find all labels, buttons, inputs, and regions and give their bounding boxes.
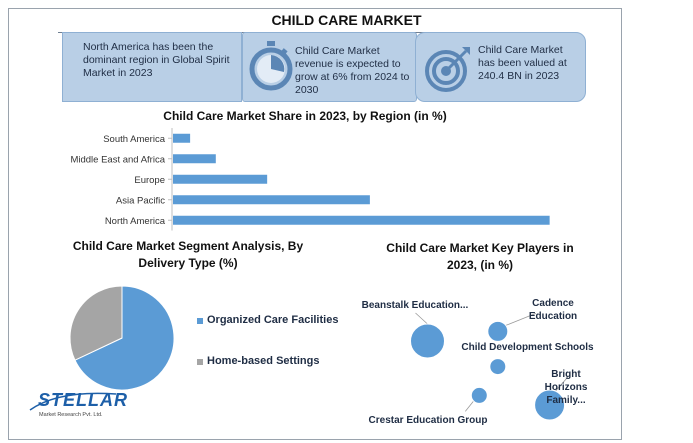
legend-organized-care: Organized Care Facilities (207, 314, 339, 326)
stopwatch-icon (249, 41, 293, 91)
bubble-label-bright-horizons: Bright Horizons Family... (544, 369, 588, 406)
legend-swatch-home (197, 359, 203, 365)
logo-swoosh-icon (29, 392, 117, 411)
info-card-growth-text: Child Care Market revenue is expected to… (295, 45, 410, 96)
bubble-label-crestar: Crestar Education Group (368, 415, 488, 426)
info-card-value: Child Care Market has been valued at 240… (415, 32, 586, 102)
bubble-label-beanstalk: Beanstalk Education... (361, 300, 469, 311)
logo-tagline: Market Research Pvt. Ltd. (39, 412, 103, 418)
page-title: CHILD CARE MARKET (271, 12, 422, 28)
pie-chart-title: Child Care Market Segment Analysis, By D… (72, 239, 304, 270)
info-card-region: North America has been the dominant regi… (62, 32, 242, 102)
info-card-growth: Child Care Market revenue is expected to… (242, 32, 417, 102)
legend-home-based: Home-based Settings (207, 355, 320, 367)
target-icon (425, 47, 470, 92)
info-card-region-text: North America has been the dominant regi… (83, 41, 230, 79)
legend-swatch-organized (197, 318, 203, 324)
bar-chart-title: Child Care Market Share in 2023, by Regi… (163, 109, 447, 123)
logo-wordmark: STELLAR (38, 390, 128, 410)
bubble-label-child-development: Child Development Schools (461, 342, 594, 353)
key-players-title: Child Care Market Key Players in 2023, (… (386, 241, 574, 272)
info-card-value-text: Child Care Market has been valued at 240… (478, 44, 567, 82)
bubble-label-cadence: Cadence Education (528, 298, 578, 322)
